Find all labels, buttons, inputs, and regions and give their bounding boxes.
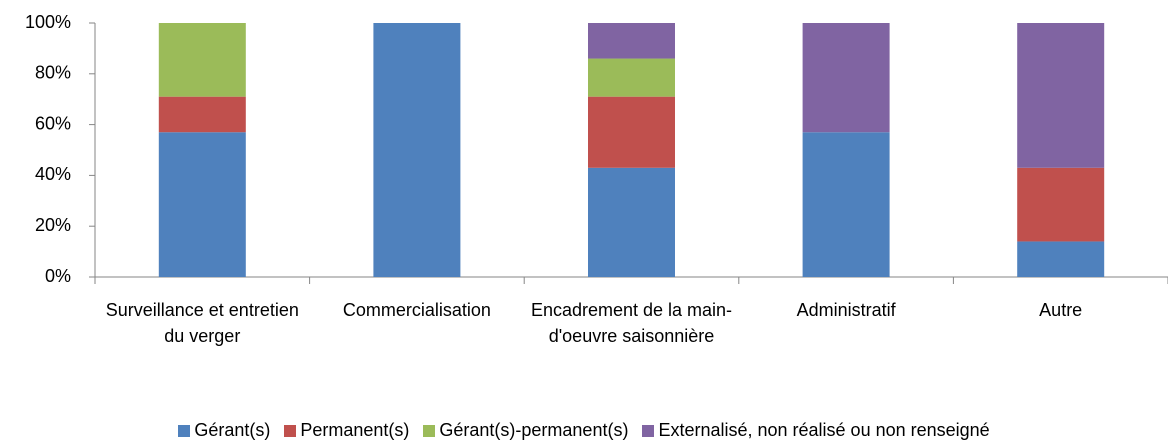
bar-segment	[1017, 23, 1105, 168]
x-tick-label: Commercialisation	[342, 300, 491, 320]
bar-segment	[588, 96, 675, 168]
y-tick-label: 80%	[35, 63, 71, 83]
legend-item: Gérant(s)	[178, 420, 270, 441]
y-tick-label: 0%	[45, 266, 71, 286]
x-tick-label: Administratif	[796, 300, 896, 320]
legend: Gérant(s) Permanent(s) Gérant(s)-permanent…	[0, 420, 1168, 441]
y-tick-label: 100%	[25, 12, 71, 32]
x-tick-label: Encadrement de la main-d'oeuvre saisonni…	[530, 300, 733, 346]
bar-segment	[802, 23, 890, 133]
bar-segment	[373, 23, 461, 277]
x-tick-label: Autre	[1039, 300, 1083, 320]
bar-segment	[158, 96, 246, 133]
legend-label: Externalisé, non réalisé ou non renseign…	[658, 420, 990, 440]
y-tick-label: 40%	[35, 164, 71, 184]
legend-label: Gérant(s)	[194, 420, 271, 440]
bar-segment	[802, 132, 890, 277]
x-tick-label: Surveillance et entretien du verger	[105, 300, 299, 346]
legend-item: Gérant(s)-permanent(s)	[423, 420, 628, 441]
bar-segment	[1017, 241, 1105, 277]
legend-item: Externalisé, non réalisé ou non renseign…	[642, 420, 990, 441]
legend-label: Permanent(s)	[300, 420, 410, 440]
legend-swatch	[642, 424, 655, 437]
y-tick-label: 60%	[35, 113, 71, 133]
bar-segment	[588, 23, 675, 59]
bar-segment	[588, 58, 675, 97]
legend-swatch	[284, 424, 297, 437]
bar-segment	[1017, 167, 1105, 242]
bar-segment	[158, 132, 246, 277]
y-tick-label: 20%	[35, 215, 71, 235]
bar-segment	[588, 167, 675, 277]
bar-segment	[158, 23, 246, 97]
legend-swatch	[423, 424, 436, 437]
legend-item: Permanent(s)	[284, 420, 409, 441]
legend-swatch	[178, 424, 191, 437]
legend-label: Gérant(s)-permanent(s)	[439, 420, 629, 440]
